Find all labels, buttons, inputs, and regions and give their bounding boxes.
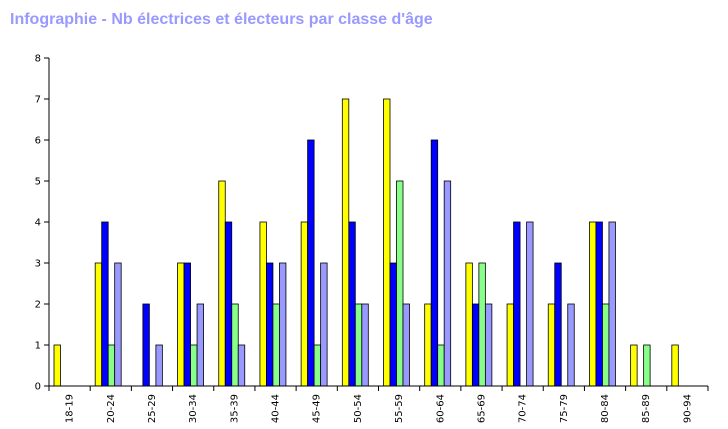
x-tick-label: 80-84 <box>600 394 611 423</box>
bar-35-39-s3 <box>237 344 246 387</box>
y-tick-label: 5 <box>35 177 41 188</box>
y-tick-label: 6 <box>35 136 41 147</box>
bar-65-69-s3 <box>484 303 493 387</box>
bar-55-59-s2 <box>396 180 404 387</box>
bar-70-74-s3 <box>526 221 534 387</box>
x-tick-label: 20-24 <box>106 394 117 423</box>
bar-55-59-s1 <box>389 262 397 387</box>
bar-75-79-s0 <box>547 303 556 387</box>
bar-20-24-s2 <box>107 344 116 387</box>
bar-60-64-s1 <box>430 139 439 387</box>
bar-35-39-s0 <box>218 180 226 387</box>
bar-30-34-s2 <box>190 344 198 387</box>
x-tick-label: 25-29 <box>147 394 158 423</box>
bar-85-89-s2 <box>643 344 651 387</box>
bar-65-69-s0 <box>465 262 473 387</box>
x-tick-label: 50-54 <box>353 394 364 423</box>
x-tick-label: 90-94 <box>682 394 693 423</box>
bar-45-49-s2 <box>313 344 322 387</box>
x-tick-label: 60-64 <box>435 394 446 423</box>
y-tick-label: 8 <box>35 54 41 65</box>
bar-50-54-s1 <box>348 221 356 387</box>
bar-60-64-s2 <box>437 344 445 387</box>
bar-20-24-s0 <box>94 262 103 387</box>
bar-45-49-s3 <box>320 262 328 387</box>
bar-70-74-s1 <box>513 221 521 387</box>
chart-title: Infographie - Nb électrices et électeurs… <box>10 11 433 28</box>
x-tick-label: 55-59 <box>394 394 405 423</box>
bar-60-64-s0 <box>424 303 432 387</box>
bar-40-44-s0 <box>259 221 267 387</box>
bar-50-54-s2 <box>354 303 363 387</box>
bar-45-49-s1 <box>307 139 315 387</box>
x-tick-label: 45-49 <box>312 394 323 423</box>
bar-75-79-s3 <box>567 303 575 387</box>
bar-90-94-s0 <box>671 344 679 387</box>
bar-65-69-s2 <box>478 262 486 387</box>
x-tick-label: 75-79 <box>559 394 570 423</box>
y-tick-label: 4 <box>35 218 41 229</box>
bar-50-54-s3 <box>361 303 369 387</box>
x-tick-label: 35-39 <box>229 394 240 423</box>
x-tick-label: 85-89 <box>641 394 652 423</box>
x-tick-label: 65-69 <box>476 394 487 423</box>
bar-30-34-s1 <box>183 262 191 387</box>
bar-40-44-s1 <box>266 262 274 387</box>
y-tick-label: 7 <box>35 95 41 106</box>
bar-80-84-s3 <box>608 221 616 387</box>
x-tick-label: 70-74 <box>518 394 529 423</box>
y-tick-label: 0 <box>35 382 41 393</box>
y-tick-label: 1 <box>35 341 41 352</box>
bar-55-59-s3 <box>402 303 410 387</box>
bar-25-29-s1 <box>142 303 150 387</box>
bar-60-64-s3 <box>443 180 452 387</box>
x-tick-label: 40-44 <box>271 394 282 423</box>
bar-18-19-s0 <box>53 344 61 387</box>
bar-70-74-s0 <box>506 303 514 387</box>
y-tick-label: 3 <box>35 259 41 270</box>
bar-40-44-s2 <box>272 303 280 387</box>
bar-30-34-s3 <box>196 303 204 387</box>
bar-65-69-s1 <box>471 303 480 387</box>
y-tick-label: 2 <box>35 300 41 311</box>
bar-80-84-s1 <box>595 221 603 387</box>
bar-45-49-s0 <box>300 221 309 387</box>
bar-80-84-s2 <box>602 303 610 387</box>
bar-20-24-s3 <box>114 262 122 387</box>
bar-35-39-s2 <box>231 303 239 387</box>
x-tick-label: 30-34 <box>188 394 199 423</box>
bar-50-54-s0 <box>341 98 350 387</box>
bar-40-44-s3 <box>279 262 287 387</box>
bar-20-24-s1 <box>101 221 109 387</box>
bar-85-89-s0 <box>630 344 638 387</box>
bar-75-79-s1 <box>554 262 562 387</box>
bar-30-34-s0 <box>177 262 185 387</box>
x-tick-label: 18-19 <box>65 394 76 423</box>
bar-80-84-s0 <box>589 221 597 387</box>
bar-35-39-s1 <box>224 221 233 387</box>
bar-55-59-s0 <box>383 98 391 387</box>
bar-25-29-s3 <box>155 344 163 387</box>
